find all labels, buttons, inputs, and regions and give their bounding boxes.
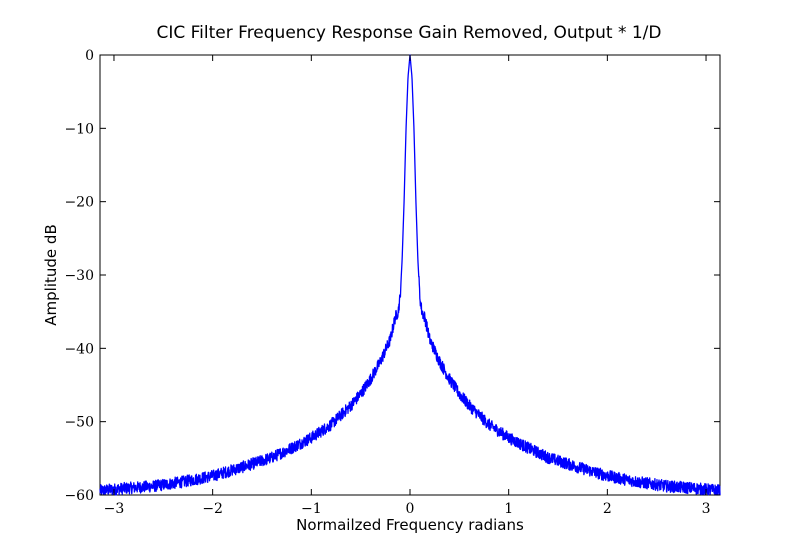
- y-tick-label: 0: [85, 48, 94, 64]
- chart-title: CIC Filter Frequency Response Gain Remov…: [156, 23, 661, 43]
- x-tick-label: 0: [406, 501, 415, 517]
- y-tick-label: −10: [64, 121, 94, 137]
- y-tick-label: −60: [64, 488, 94, 504]
- y-tick-label: −20: [64, 195, 94, 211]
- y-tick-label: −50: [64, 415, 94, 431]
- x-tick-label: −2: [202, 501, 223, 517]
- y-axis-label: Amplitude dB: [42, 224, 60, 325]
- x-tick-label: 3: [702, 501, 711, 517]
- x-tick-label: −3: [104, 501, 125, 517]
- plot-frame: [99, 54, 721, 496]
- x-axis: −3 −2 −1 0 1 2 3: [104, 55, 711, 517]
- y-axis: 0 −10 −20 −30 −40 −50 −60: [64, 48, 720, 504]
- plot-area: [99, 54, 721, 496]
- x-tick-label: 2: [603, 501, 612, 517]
- x-tick-label: 1: [504, 501, 513, 517]
- y-tick-label: −30: [64, 268, 94, 284]
- y-tick-label: −40: [64, 341, 94, 357]
- x-axis-label: Normailzed Frequency radians: [296, 516, 524, 534]
- x-tick-label: −1: [301, 501, 322, 517]
